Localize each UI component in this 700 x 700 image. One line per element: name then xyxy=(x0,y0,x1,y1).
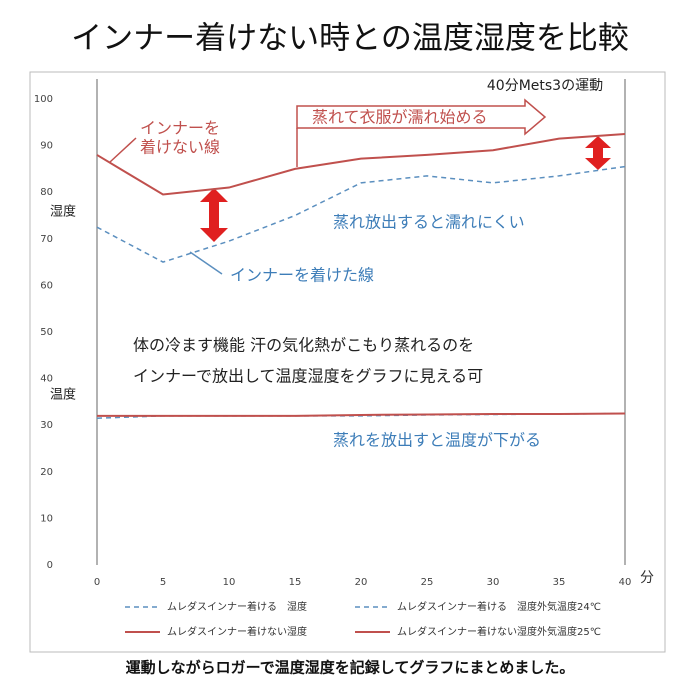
x-tick-label: 5 xyxy=(160,577,166,588)
legend-label: ムレダスインナー着ける 湿度外気温度24℃ xyxy=(397,600,601,613)
y-tick-label: 30 xyxy=(40,420,53,431)
annotation: インナーを xyxy=(140,119,220,138)
legend-label: ムレダスインナー着ける 湿度 xyxy=(167,600,307,613)
legend-label: ムレダスインナー着けない湿度外気温度25℃ xyxy=(397,625,601,638)
annotation: 着けない線 xyxy=(140,138,220,157)
callout-arrow xyxy=(296,98,547,136)
annotation: 蒸れを放出すと温度が下がる xyxy=(333,431,541,450)
x-tick-label: 0 xyxy=(94,577,100,588)
x-tick-label: 25 xyxy=(421,577,434,588)
annotation: インナーを着けた線 xyxy=(230,266,374,285)
series-line xyxy=(96,132,626,196)
y-tick-label: 80 xyxy=(40,187,53,198)
annotation: 体の冷ます機能 汗の気化熱がこもり蒸れるのを xyxy=(133,336,474,355)
y-tick-label: 70 xyxy=(40,234,53,245)
annotation: 蒸れて衣服が濡れ始める xyxy=(312,108,488,127)
double-arrow xyxy=(200,136,611,242)
y-tick-label: 100 xyxy=(34,94,53,105)
series-line xyxy=(96,165,626,263)
leader-line xyxy=(109,137,137,163)
x-tick-label: 40 xyxy=(619,577,632,588)
annotation: 温度 xyxy=(50,387,76,403)
x-tick-label: 15 xyxy=(289,577,302,588)
y-tick-label: 90 xyxy=(40,141,53,152)
y-tick-label: 60 xyxy=(40,280,53,291)
annotation: 40分Mets3の運動 xyxy=(487,78,603,94)
x-tick-label: 20 xyxy=(355,577,368,588)
x-axis-label: 分 xyxy=(640,570,654,586)
y-tick-label: 20 xyxy=(40,467,53,478)
y-tick-label: 40 xyxy=(40,374,53,385)
annotation: 湿度 xyxy=(50,204,76,220)
legend-label: ムレダスインナー着けない湿度 xyxy=(167,625,307,638)
x-tick-label: 30 xyxy=(487,577,500,588)
x-tick-label: 10 xyxy=(223,577,236,588)
annotation: 蒸れ放出すると濡れにくい xyxy=(333,213,525,232)
leader-line xyxy=(189,251,223,275)
y-tick-label: 0 xyxy=(47,560,53,571)
series-line xyxy=(97,412,626,417)
chart-title: インナー着けない時との温度湿度を比較 xyxy=(71,21,629,57)
annotation: インナーで放出して温度湿度をグラフに見える可 xyxy=(133,367,483,386)
caption: 運動しながらロガーで温度湿度を記録してグラフにまとめました。 xyxy=(126,659,575,677)
chart-frame xyxy=(29,71,666,653)
x-tick-label: 35 xyxy=(553,577,566,588)
y-tick-label: 10 xyxy=(40,513,53,524)
y-tick-label: 50 xyxy=(40,327,53,338)
